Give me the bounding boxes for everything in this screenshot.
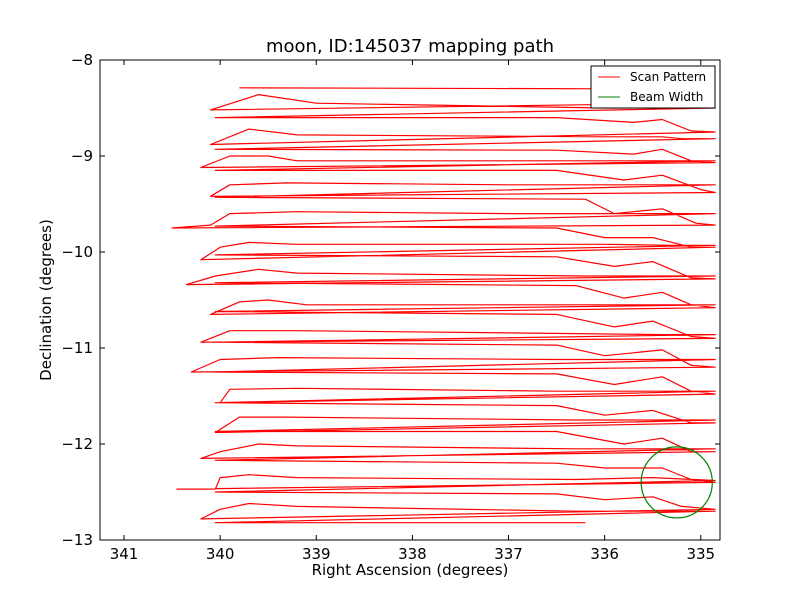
plot-frame <box>99 59 721 541</box>
legend: Scan Pattern Beam Width <box>590 65 716 109</box>
y-tick-label: −12 <box>61 435 93 453</box>
x-tick-label: 339 <box>302 545 331 563</box>
legend-label-beam-width: Beam Width <box>630 90 703 104</box>
x-tick-label: 340 <box>206 545 235 563</box>
beam-width-circle <box>640 446 713 519</box>
chart-title: moon, ID:145037 mapping path <box>266 36 554 57</box>
legend-label-scan-pattern: Scan Pattern <box>630 70 706 84</box>
x-axis: 341 340 339 338 337 336 335 <box>110 60 715 563</box>
x-tick-label: 335 <box>686 545 715 563</box>
x-tick-label: 337 <box>494 545 523 563</box>
y-axis-label: Declination (degrees) <box>37 219 55 381</box>
x-tick-label: 338 <box>398 545 427 563</box>
x-tick-label: 341 <box>110 545 139 563</box>
x-tick-label: 336 <box>590 545 619 563</box>
legend-box <box>590 65 716 109</box>
y-tick-label: −13 <box>61 531 93 549</box>
y-tick-label: −9 <box>71 147 93 165</box>
y-tick-label: −8 <box>71 51 93 69</box>
plot-area <box>171 87 716 524</box>
y-axis: −13 −12 −11 −10 −9 −8 <box>61 51 720 549</box>
y-tick-label: −10 <box>61 243 93 261</box>
y-tick-label: −11 <box>61 339 93 357</box>
x-axis-label: Right Ascension (degrees) <box>312 561 509 579</box>
scan-pattern-line <box>171 87 716 524</box>
